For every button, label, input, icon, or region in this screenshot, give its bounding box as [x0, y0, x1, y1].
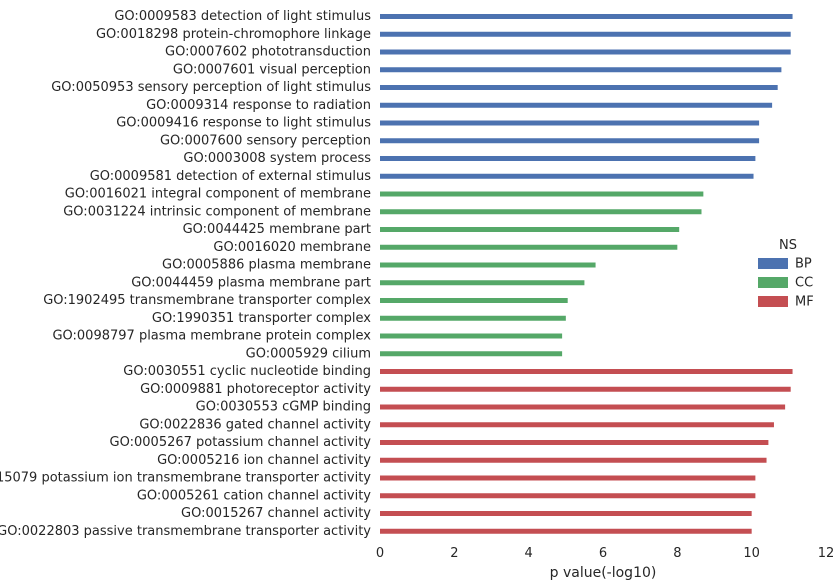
category-label: GO:1990351 transporter complex: [152, 311, 371, 326]
category-label: GO:0015267 channel activity: [181, 506, 371, 521]
legend-label: BP: [795, 257, 812, 272]
category-label: GO:0009583 detection of light stimulus: [114, 9, 371, 24]
category-label: GO:0030551 cyclic nucleotide binding: [123, 364, 371, 379]
category-label: GO:0009881 photoreceptor activity: [140, 382, 371, 397]
category-label: GO:0022803 passive transmembrane transpo…: [0, 524, 371, 539]
legend-swatch: [758, 258, 788, 269]
bar: [380, 262, 596, 268]
bar: [380, 369, 793, 374]
category-label: GO:0005886 plasma membrane: [162, 258, 371, 273]
x-axis-ticks: 0 2 4 6 8 10 12: [376, 546, 834, 561]
category-label: GO:0007601 visual perception: [173, 62, 371, 77]
x-tick-label: 6: [599, 546, 607, 561]
bar: [380, 475, 756, 481]
category-label: GO:0003008 system process: [183, 151, 371, 166]
category-label: GO:0050953 sensory perception of light s…: [51, 80, 371, 95]
bar: [380, 298, 568, 303]
x-tick-label: 10: [743, 546, 760, 561]
legend-swatch: [758, 277, 788, 288]
bar: [380, 191, 704, 197]
bars: [380, 14, 793, 534]
legend-label: MF: [795, 295, 814, 310]
bar: [380, 528, 752, 534]
bar: [380, 493, 756, 499]
x-tick-label: 12: [818, 546, 835, 561]
bar: [380, 511, 752, 516]
category-label: GO:0018298 protein-chromophore linkage: [96, 27, 371, 42]
category-label: GO:0015079 potassium ion transmembrane t…: [0, 471, 371, 486]
bar: [380, 404, 786, 410]
x-tick-label: 2: [450, 546, 458, 561]
legend: NS BP CC MF: [758, 238, 814, 310]
legend-label: CC: [795, 276, 813, 291]
category-label: GO:0009416 response to light stimulus: [116, 116, 371, 131]
bar: [380, 102, 773, 108]
bar: [380, 67, 782, 73]
category-labels: GO:0009583 detection of light stimulus GO…: [0, 9, 371, 539]
x-axis-title: p value(-log10): [550, 565, 657, 581]
category-label: GO:0044425 membrane part: [183, 222, 371, 237]
category-label: GO:0031224 intrinsic component of membra…: [63, 204, 371, 219]
bar: [380, 138, 760, 144]
category-label: GO:0005267 potassium channel activity: [110, 435, 372, 450]
bar: [380, 386, 791, 392]
bar: [380, 280, 585, 286]
category-label: GO:0016021 integral component of membran…: [65, 187, 371, 202]
category-label: GO:0005261 cation channel activity: [137, 488, 371, 503]
x-tick-label: 4: [525, 546, 533, 561]
category-label: GO:0044459 plasma membrane part: [131, 275, 371, 290]
category-label: GO:0005929 cilium: [246, 346, 371, 361]
bar: [380, 227, 680, 232]
category-label: GO:0009581 detection of external stimulu…: [90, 169, 372, 184]
bar: [380, 209, 702, 215]
bar: [380, 333, 563, 339]
x-tick-label: 0: [376, 546, 384, 561]
bar: [380, 156, 756, 161]
bar: [380, 244, 678, 250]
bar: [380, 120, 760, 126]
bar: [380, 440, 769, 445]
bar: [380, 173, 754, 179]
bar: [380, 457, 767, 463]
category-label: GO:0016020 membrane: [213, 240, 371, 255]
category-label: GO:0007602 phototransduction: [165, 45, 371, 60]
category-label: GO:0005216 ion channel activity: [157, 453, 371, 468]
category-label: GO:0098797 plasma membrane protein compl…: [52, 329, 371, 344]
bar: [380, 14, 793, 19]
bar: [380, 422, 774, 428]
bar: [380, 85, 778, 90]
legend-title: NS: [779, 238, 797, 253]
bar: [380, 49, 791, 55]
legend-swatch: [758, 296, 788, 307]
bar: [380, 315, 566, 321]
x-tick-label: 8: [673, 546, 681, 561]
bar: [380, 31, 791, 37]
category-label: GO:0030553 cGMP binding: [196, 400, 371, 415]
category-label: GO:0009314 response to radiation: [146, 98, 371, 113]
category-label: GO:0022836 gated channel activity: [139, 417, 371, 432]
category-label: GO:0007600 sensory perception: [160, 133, 371, 148]
category-label: GO:1902495 transmembrane transporter com…: [43, 293, 371, 308]
bar: [380, 351, 563, 357]
